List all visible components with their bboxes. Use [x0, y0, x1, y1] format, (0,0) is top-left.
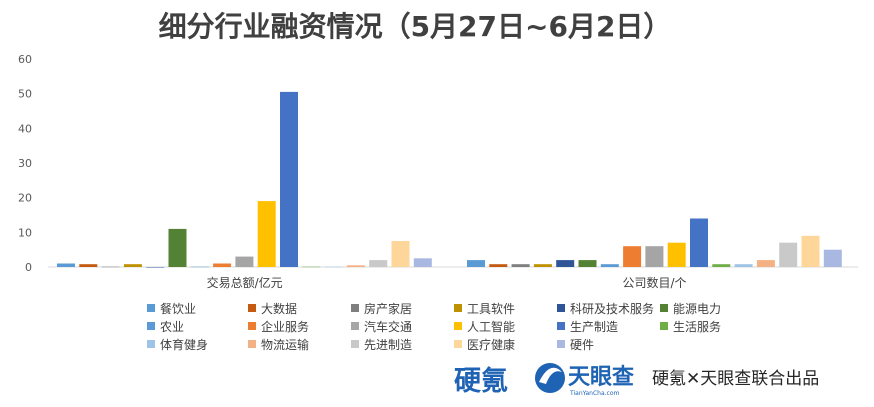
bars	[57, 91, 842, 268]
bar	[533, 264, 552, 267]
bar	[489, 264, 508, 267]
legend-label: 企业服务	[261, 319, 309, 334]
legend-label: 农业	[160, 320, 184, 334]
legend-swatch	[351, 304, 359, 312]
bar	[57, 263, 75, 267]
legend-label: 汽车交通	[364, 319, 412, 334]
legend-label: 人工智能	[467, 319, 515, 334]
legend-label: 物流运输	[261, 337, 309, 352]
category-label: 公司数目/个	[622, 275, 686, 290]
legend-swatch	[557, 340, 565, 348]
legend-label: 科研及技术服务	[570, 301, 654, 316]
bar	[690, 218, 708, 267]
bar	[578, 260, 597, 267]
x-axis-categories: 交易总额/亿元 公司数目/个	[207, 275, 687, 290]
legend-label: 房产家居	[364, 301, 412, 316]
tianyancha-logo-subtext: TianYanCha.com	[569, 390, 619, 397]
bar	[123, 264, 142, 267]
y-tick-label: 40	[18, 122, 32, 135]
bar	[302, 266, 321, 268]
tianyancha-logo-text: 天眼查	[568, 365, 634, 390]
y-axis: 0 10 20 30 40 50 60	[18, 53, 32, 274]
legend-swatch	[248, 322, 256, 330]
bar	[346, 265, 365, 267]
bar	[645, 246, 664, 267]
legend-label: 生活服务	[673, 319, 721, 334]
bar	[324, 266, 343, 268]
legend-label: 先进制造	[364, 338, 412, 352]
bar	[823, 249, 842, 267]
bar	[801, 235, 820, 267]
legend-swatch	[454, 322, 462, 330]
legend-label: 能源电力	[673, 302, 721, 316]
legend-label: 体育健身	[160, 337, 208, 352]
legend-label: 大数据	[261, 301, 297, 316]
tianyancha-logo-icon	[535, 363, 565, 393]
legend-label: 餐饮业	[160, 301, 196, 316]
legend-swatch	[147, 322, 155, 330]
legend-swatch	[147, 304, 155, 312]
y-tick-label: 50	[18, 88, 32, 101]
tianyancha-logo: 天眼查 TianYanCha.com	[535, 363, 634, 397]
bar	[756, 260, 775, 267]
bar	[213, 263, 232, 267]
legend-swatch	[660, 304, 668, 312]
legend-swatch	[454, 304, 462, 312]
bar	[623, 246, 642, 267]
bar	[190, 266, 209, 268]
legend-swatch	[147, 340, 155, 348]
bar	[369, 260, 388, 267]
y-tick-label: 0	[25, 261, 32, 274]
bar	[168, 228, 187, 267]
legend-label: 工具软件	[467, 302, 515, 316]
legend-swatch	[660, 322, 668, 330]
legend-label: 生产制造	[570, 320, 618, 334]
tianyancha-logo-icon-swoosh	[539, 367, 562, 384]
y-tick-label: 20	[18, 192, 32, 205]
legend-label: 硬件	[570, 338, 594, 352]
bar	[511, 264, 530, 267]
legend-swatch	[557, 304, 565, 312]
legend-swatch	[248, 304, 256, 312]
y-tick-label: 60	[18, 53, 32, 66]
legend-label: 医疗健康	[467, 337, 515, 352]
credit-text: 硬氪✕天眼查联合出品	[652, 369, 819, 389]
bar	[712, 264, 731, 267]
bar	[667, 242, 686, 267]
bar	[734, 264, 753, 267]
bar	[556, 260, 575, 267]
bar	[467, 260, 485, 267]
bar	[280, 91, 298, 268]
bar	[101, 266, 120, 268]
bar	[779, 242, 798, 267]
bar	[235, 256, 254, 267]
bar	[146, 267, 165, 268]
legend-swatch	[351, 340, 359, 348]
legend-swatch	[351, 322, 359, 330]
y-tick-label: 30	[18, 157, 32, 170]
bar	[257, 201, 276, 267]
bar	[600, 264, 619, 267]
yingke-logo: 硬氪	[454, 365, 508, 397]
bar	[391, 241, 410, 267]
chart-title: 细分行业融资情况（5月27日~6月2日）	[159, 10, 672, 43]
category-label: 交易总额/亿元	[207, 275, 283, 290]
legend-swatch	[454, 340, 462, 348]
bar	[79, 264, 98, 267]
y-tick-label: 10	[18, 226, 32, 239]
legend-swatch	[248, 340, 256, 348]
bar	[413, 258, 432, 267]
legend-swatch	[557, 322, 565, 330]
yingke-logo-text: 硬氪	[454, 365, 508, 397]
